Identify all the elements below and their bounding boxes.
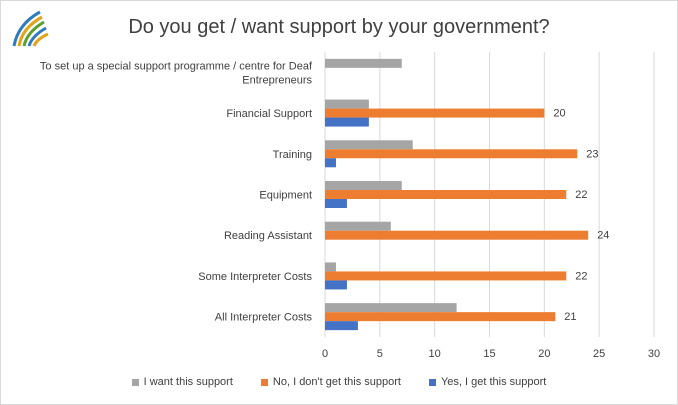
- chart-legend: I want this support No, I don't get this …: [0, 376, 678, 388]
- bar: [325, 262, 336, 272]
- bar: [325, 199, 347, 208]
- bar: [325, 230, 589, 240]
- data-label: 22: [575, 189, 587, 201]
- x-tick-label: 5: [377, 348, 383, 360]
- bar: [325, 158, 336, 168]
- data-label: 23: [586, 148, 598, 160]
- category-label: To set up a special support programme / …: [40, 60, 313, 72]
- legend-swatch: [428, 378, 436, 386]
- category-label: Entrepreneurs: [242, 74, 312, 86]
- bar: [325, 149, 578, 159]
- x-tick-label: 20: [538, 348, 550, 360]
- x-tick-label: 10: [429, 348, 441, 360]
- bar: [325, 58, 402, 68]
- logo-icon: [12, 10, 49, 47]
- bar: [325, 271, 567, 281]
- legend-item: No, I don't get this support: [260, 376, 401, 388]
- x-tick-label: 30: [648, 348, 660, 360]
- bar: [325, 312, 556, 322]
- legend-swatch: [260, 378, 268, 386]
- legend-item: Yes, I get this support: [428, 376, 547, 388]
- legend-item: I want this support: [131, 376, 233, 388]
- category-label: Reading Assistant: [224, 230, 312, 242]
- x-tick-label: 15: [483, 348, 495, 360]
- chart-title: Do you get / want support by your govern…: [128, 16, 550, 38]
- bar: [325, 108, 545, 118]
- bar: [325, 303, 457, 313]
- data-label: 22: [575, 270, 587, 282]
- bar: [325, 321, 358, 331]
- legend-label: I want this support: [143, 376, 233, 388]
- category-label: Equipment: [259, 190, 312, 202]
- legend-label: Yes, I get this support: [440, 376, 547, 388]
- data-label: 21: [564, 311, 576, 323]
- legend-swatch: [131, 378, 139, 386]
- bar: [325, 140, 413, 150]
- bar: [325, 221, 391, 231]
- bar: [325, 190, 567, 199]
- data-label: 24: [597, 230, 609, 242]
- bar: [325, 117, 369, 127]
- bar: [325, 181, 402, 190]
- bar: [325, 280, 347, 290]
- bar: [325, 99, 369, 109]
- category-label: Training: [273, 149, 312, 161]
- x-tick-label: 25: [593, 348, 605, 360]
- legend-label: No, I don't get this support: [272, 376, 401, 388]
- data-label: 20: [553, 108, 565, 120]
- category-label: All Interpreter Costs: [215, 312, 313, 324]
- category-label: Some Interpreter Costs: [198, 271, 312, 283]
- category-label: Financial Support: [226, 108, 312, 120]
- x-tick-label: 0: [322, 348, 328, 360]
